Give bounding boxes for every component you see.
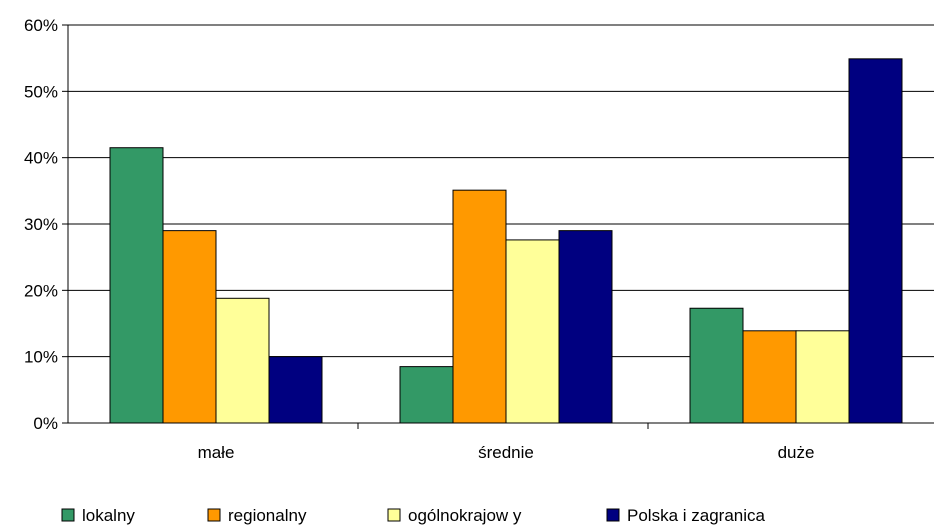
category-label: duże: [778, 443, 815, 462]
y-tick-label: 20%: [24, 281, 58, 300]
axes: [62, 24, 934, 429]
bar-lokalny-średnie: [399, 366, 454, 424]
legend: lokalny regionalny ogólnokrajow y Polska i …: [61, 506, 766, 525]
legend-label: Polska i zagranica: [627, 506, 766, 525]
category-label: małe: [198, 443, 235, 462]
bar-ogólnokrajow-y-małe: [215, 297, 270, 424]
category-label: średnie: [478, 443, 534, 462]
legend-swatch: [207, 508, 221, 522]
y-tick-label: 50%: [24, 82, 58, 101]
legend-label: lokalny: [82, 506, 135, 525]
y-tick-label: 30%: [24, 215, 58, 234]
category-labels: małe średnie duże: [198, 443, 815, 462]
bar-ogólnokrajow-y-duże: [795, 330, 850, 424]
y-tick-label: 40%: [24, 149, 58, 168]
bar-lokalny-duże: [689, 307, 744, 424]
legend-label: regionalny: [228, 506, 307, 525]
bars: [109, 58, 903, 424]
bar-ogólnokrajow-y-średnie: [505, 239, 560, 424]
bar-Polska-i-zagranica-małe: [268, 356, 323, 424]
legend-swatch: [606, 508, 620, 522]
y-tick-labels: 0% 10% 20% 30% 40% 50% 60%: [24, 16, 58, 433]
bar-Polska-i-zagranica-duże: [848, 58, 903, 424]
bar-Polska-i-zagranica-średnie: [558, 230, 613, 424]
y-tick-label: 10%: [24, 348, 58, 367]
bar-regionalny-duże: [742, 330, 797, 424]
y-tick-label: 60%: [24, 16, 58, 35]
legend-swatch: [387, 508, 401, 522]
legend-label: ogólnokrajow y: [408, 506, 522, 525]
bar-lokalny-małe: [109, 147, 164, 424]
bar-regionalny-małe: [162, 230, 217, 424]
legend-swatch: [61, 508, 75, 522]
y-tick-label: 0%: [33, 414, 58, 433]
bar-regionalny-średnie: [452, 189, 507, 424]
